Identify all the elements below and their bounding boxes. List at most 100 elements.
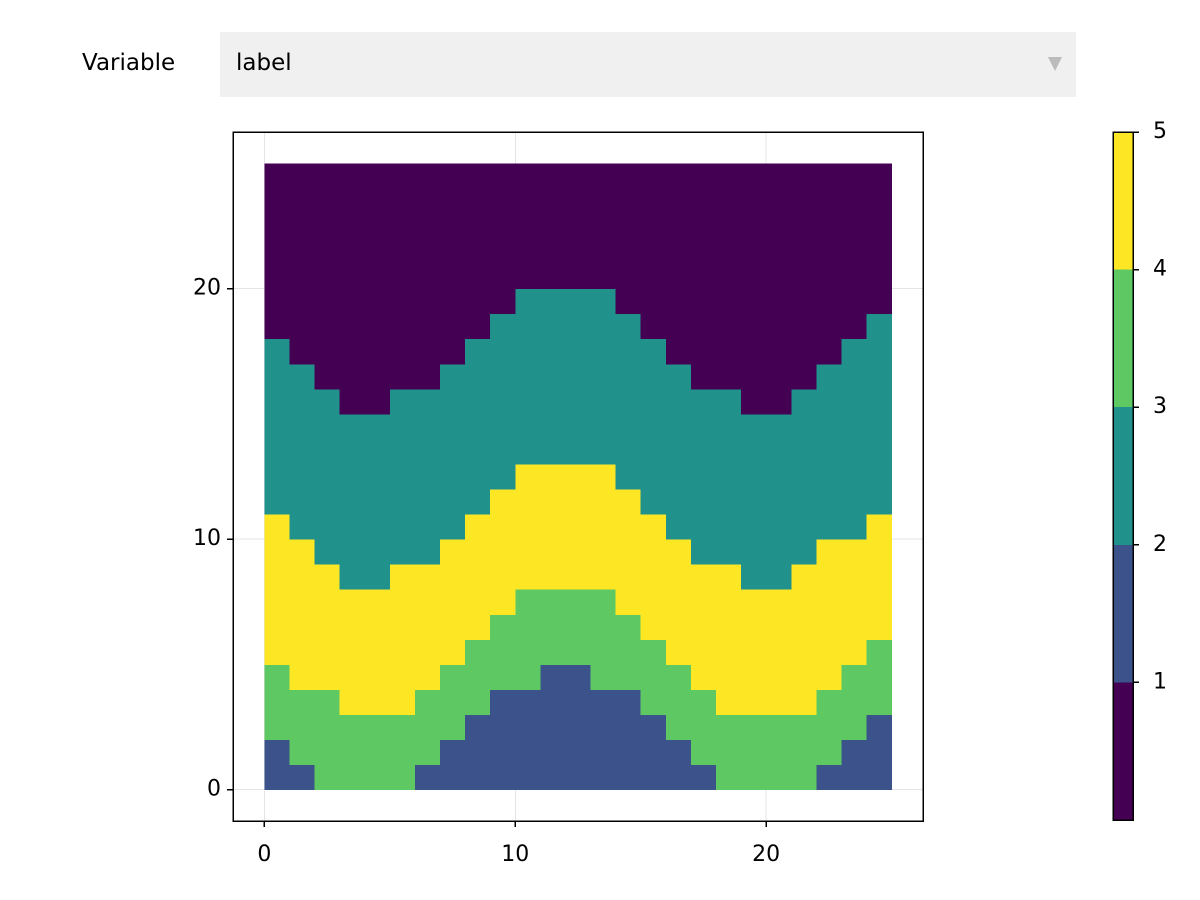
heatmap-cell <box>615 438 642 465</box>
heatmap-cell <box>540 489 566 515</box>
y-tick-label: 20 <box>193 276 221 301</box>
heatmap-cell <box>866 263 893 290</box>
heatmap-cell <box>414 438 441 465</box>
heatmap-cell <box>339 689 366 716</box>
heatmap-cell <box>289 564 316 590</box>
heatmap-cell <box>640 163 667 189</box>
heatmap-cell <box>690 413 717 440</box>
heatmap-cell <box>440 263 466 290</box>
heatmap-cell <box>866 288 893 315</box>
heatmap-cell <box>414 388 441 415</box>
heatmap-cell <box>565 539 592 565</box>
heatmap-cell <box>565 564 592 590</box>
heatmap-cell <box>690 463 717 490</box>
heatmap-cell <box>364 714 391 741</box>
heatmap-cell <box>339 614 366 640</box>
heatmap-cell <box>590 639 617 665</box>
heatmap-cell <box>465 188 491 214</box>
heatmap-cell <box>465 664 491 690</box>
heatmap-cell <box>389 413 416 440</box>
heatmap-cell <box>389 539 416 565</box>
heatmap-cell <box>414 514 441 540</box>
heatmap-cell <box>615 564 642 590</box>
heatmap-cell <box>565 188 592 214</box>
heatmap-cell <box>716 263 742 290</box>
heatmap-cell <box>690 589 717 615</box>
heatmap-cell <box>590 238 617 265</box>
heatmap-cell <box>866 664 893 690</box>
heatmap-cell <box>314 338 341 365</box>
heatmap-cell <box>690 614 717 640</box>
heatmap-cell <box>791 413 817 440</box>
heatmap-cell <box>440 238 466 265</box>
heatmap-cell <box>841 539 868 565</box>
heatmap-cell <box>414 188 441 214</box>
heatmap-cell <box>665 438 692 465</box>
heatmap-cell <box>766 213 792 239</box>
heatmap-cell <box>640 263 667 290</box>
heatmap-cell <box>841 739 868 766</box>
heatmap-cell <box>515 589 541 615</box>
heatmap-cell <box>389 313 416 340</box>
heatmap-cell <box>690 664 717 690</box>
heatmap-cell <box>465 564 491 590</box>
heatmap-cell <box>615 263 642 290</box>
heatmap-cell <box>590 564 617 590</box>
heatmap-cell <box>314 238 341 265</box>
heatmap-cell <box>414 739 441 766</box>
heatmap-cell <box>490 514 516 540</box>
heatmap-cell <box>791 489 817 515</box>
heatmap-cell <box>490 263 516 290</box>
heatmap-cell <box>314 539 341 565</box>
y-tick-label: 10 <box>193 526 221 551</box>
heatmap-cell <box>716 714 742 741</box>
heatmap-cell <box>289 163 316 189</box>
colorbar-tick-label: 1 <box>1153 669 1167 694</box>
heatmap-cell <box>440 288 466 315</box>
heatmap-cell <box>816 463 842 490</box>
heatmap-cell <box>665 764 692 791</box>
heatmap-cell <box>741 213 767 239</box>
heatmap-cell <box>816 489 842 515</box>
heatmap-cell <box>339 263 366 290</box>
heatmap-cell <box>741 764 767 791</box>
heatmap-cell <box>791 639 817 665</box>
colorbar-segment <box>1113 682 1133 820</box>
heatmap-cell <box>741 489 767 515</box>
heatmap-cell <box>389 288 416 315</box>
heatmap-cell <box>289 539 316 565</box>
heatmap-cell <box>490 614 516 640</box>
heatmap-cell <box>540 564 566 590</box>
heatmap-cell <box>690 313 717 340</box>
heatmap-cell <box>766 288 792 315</box>
heatmap-cell <box>665 539 692 565</box>
heatmap-cell <box>540 313 566 340</box>
heatmap-cell <box>640 363 667 390</box>
heatmap-cell <box>690 388 717 415</box>
heatmap-cell <box>364 363 391 390</box>
heatmap-cell <box>490 188 516 214</box>
heatmap-cell <box>465 388 491 415</box>
heatmap-cell <box>741 614 767 640</box>
heatmap-cell <box>791 739 817 766</box>
dropdown[interactable]: label <box>220 32 1076 97</box>
heatmap-cell <box>716 163 742 189</box>
heatmap-cell <box>716 463 742 490</box>
heatmap-cell <box>690 238 717 265</box>
heatmap-cell <box>741 413 767 440</box>
heatmap-cell <box>816 388 842 415</box>
heatmap-cell <box>314 614 341 640</box>
heatmap-cell <box>690 739 717 766</box>
heatmap-cell <box>791 514 817 540</box>
heatmap-cell <box>540 714 566 741</box>
heatmap-cell <box>389 188 416 214</box>
heatmap-cell <box>565 213 592 239</box>
heatmap-cell <box>339 564 366 590</box>
heatmap-cell <box>364 764 391 791</box>
heatmap-cell <box>364 413 391 440</box>
heatmap-cell <box>289 413 316 440</box>
heatmap-cell <box>665 338 692 365</box>
heatmap-cell <box>289 739 316 766</box>
heatmap-cell <box>465 238 491 265</box>
heatmap-cell <box>364 213 391 239</box>
